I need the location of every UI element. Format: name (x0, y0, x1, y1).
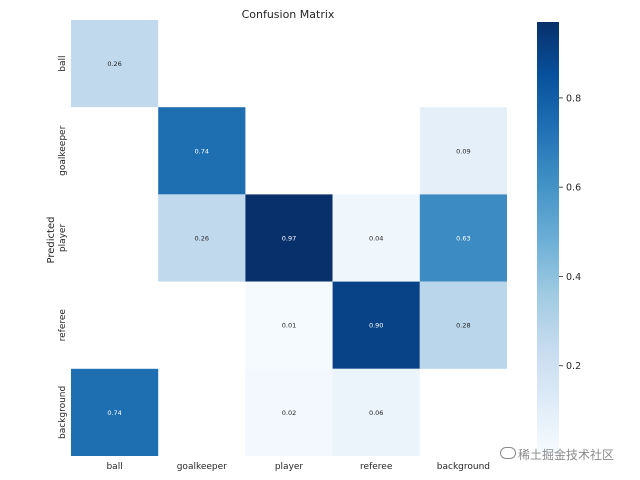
x-tick-label: goalkeeper (177, 462, 227, 472)
x-tick-label: referee (360, 462, 393, 472)
chart-title: Confusion Matrix (242, 8, 335, 21)
cell-value-label: 0.09 (456, 147, 470, 155)
cell-value-label: 0.74 (195, 147, 209, 155)
heatmap-cell (158, 107, 246, 195)
heatmap-cell (419, 281, 507, 369)
cell-value-label: 0.97 (282, 235, 296, 243)
cell-value-label: 0.26 (195, 235, 209, 243)
x-tick-label: background (437, 462, 490, 472)
colorbar-tick-label: 0.4 (566, 272, 581, 283)
x-tick-label: player (275, 462, 304, 472)
heatmap-cell (332, 194, 420, 282)
cell-value-label: 0.74 (107, 409, 121, 417)
x-tick-label: ball (106, 462, 122, 472)
cell-value-label: 0.63 (456, 235, 470, 243)
y-tick-label: goalkeeper (58, 125, 68, 175)
cell-value-label: 0.28 (456, 322, 470, 330)
cell-value-label: 0.06 (369, 409, 383, 417)
colorbar-ticks: 0.2 0.4 0.6 0.8 (559, 93, 581, 372)
heatmap-cell (245, 194, 333, 282)
axis-ticks: ball goalkeeper player referee background bal… (58, 55, 490, 472)
y-tick-label: player (58, 224, 68, 253)
y-tick-label: referee (58, 309, 68, 342)
y-axis-label: Predicted (46, 217, 57, 264)
heatmap-cell (71, 368, 159, 456)
heatmap-cell (245, 281, 333, 369)
cell-value-label: 0.04 (369, 235, 383, 243)
cell-value-label: 0.26 (107, 60, 121, 68)
heatmap-cell (419, 194, 507, 282)
colorbar-tick-label: 0.2 (566, 361, 581, 372)
y-tick-label: background (58, 386, 68, 439)
heatmap-cell (332, 368, 420, 456)
watermark: 稀土掘金技术社区 (500, 446, 614, 463)
heatmap-cell (419, 107, 507, 195)
heatmap-cell (332, 281, 420, 369)
colorbar (537, 22, 559, 455)
cell-value-label: 0.90 (369, 322, 383, 330)
heatmap-cell (71, 20, 159, 108)
colorbar-tick-label: 0.8 (566, 93, 581, 104)
heatmap-cells: 0.26 0.74 0.09 0.26 0.97 0.04 0.63 0.01 0.90 0.28… (71, 20, 507, 456)
y-tick-label: ball (58, 55, 68, 71)
heatmap-cell (158, 194, 246, 282)
cell-value-label: 0.01 (282, 322, 296, 330)
colorbar-tick-label: 0.6 (566, 183, 581, 194)
watermark-text: 稀土掘金技术社区 (518, 448, 615, 462)
watermark-logo-icon (500, 447, 516, 459)
cell-value-label: 0.02 (282, 409, 296, 417)
heatmap-cell (245, 368, 333, 456)
